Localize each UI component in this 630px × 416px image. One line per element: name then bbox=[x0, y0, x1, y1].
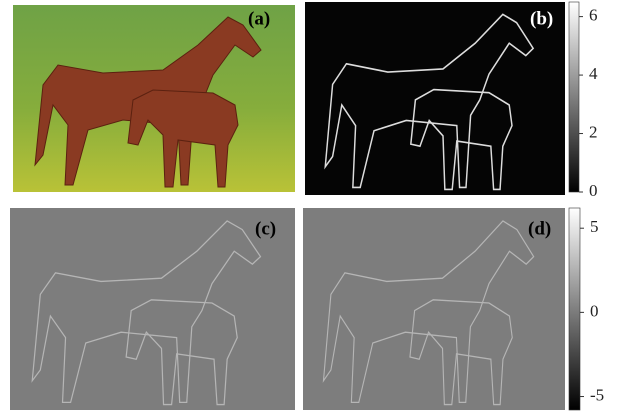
colorbar-tick-label: 5 bbox=[590, 217, 599, 236]
colorbar bbox=[569, 2, 579, 192]
panel-a bbox=[13, 5, 295, 192]
colorbar bbox=[569, 208, 580, 410]
colorbar-tick-label: 0 bbox=[589, 181, 598, 200]
panel-d bbox=[303, 208, 565, 410]
panel-b bbox=[305, 2, 565, 195]
colorbar-tick-label: -5 bbox=[590, 385, 604, 404]
panel-label: (d) bbox=[528, 218, 551, 239]
colorbar-tick-label: 0 bbox=[590, 301, 599, 320]
colorbar-tick-label: 6 bbox=[589, 6, 598, 25]
panel-label: (c) bbox=[255, 218, 276, 239]
panel-label: (a) bbox=[248, 8, 270, 29]
colorbar-tick-label: 2 bbox=[589, 122, 598, 141]
colorbar-tick-label: 4 bbox=[589, 64, 598, 83]
figure: (a) (b) (c) (d) 0 2 4 6 -5 0 5 bbox=[0, 0, 630, 416]
panel-c bbox=[10, 208, 295, 410]
panel-label: (b) bbox=[530, 8, 553, 29]
